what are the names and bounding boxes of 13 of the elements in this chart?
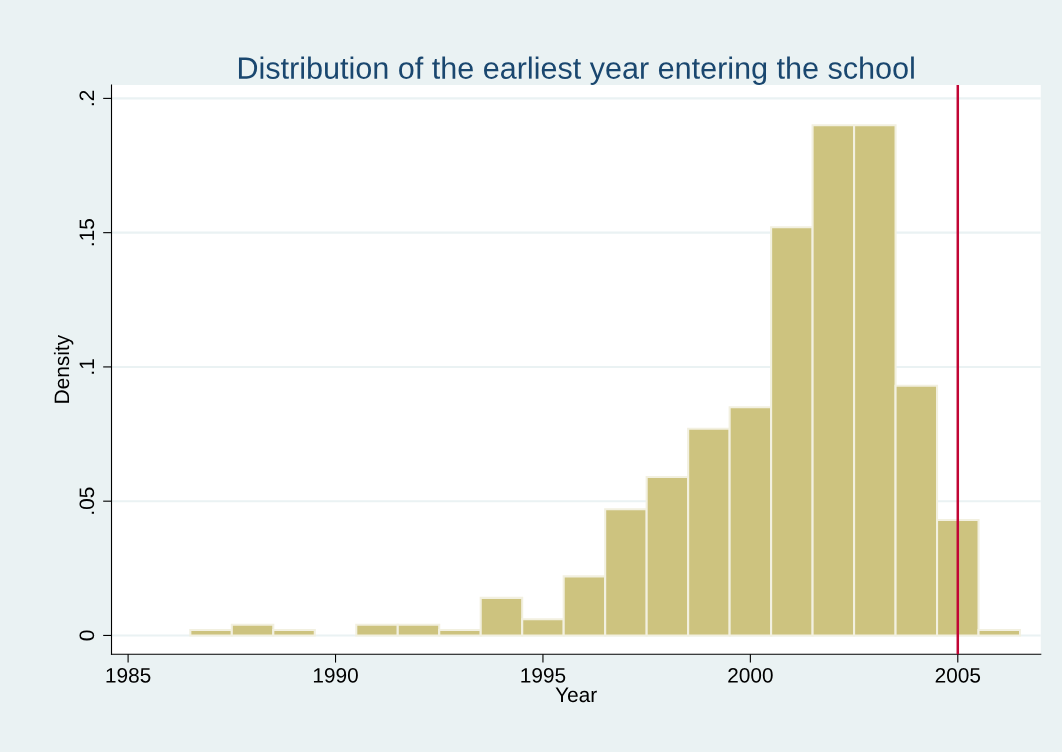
y-tick-label: .1: [79, 359, 94, 374]
x-tick-label: 1990: [313, 667, 358, 683]
chart-title: Distribution of the earliest year entering the school: [238, 56, 914, 85]
y-tick-label: .2: [79, 90, 94, 106]
x-tick-label: 1985: [106, 667, 151, 683]
y-tick-label: .15: [79, 219, 95, 246]
x-tick-label: 2000: [728, 667, 773, 683]
y-tick-label: .05: [79, 487, 95, 514]
y-tick-label: 0: [79, 630, 95, 641]
x-axis-title: Year: [555, 687, 597, 703]
x-tick-label: 2005: [935, 667, 981, 683]
x-tick-label: 1995: [521, 667, 566, 683]
y-axis-title: Density: [53, 334, 74, 403]
